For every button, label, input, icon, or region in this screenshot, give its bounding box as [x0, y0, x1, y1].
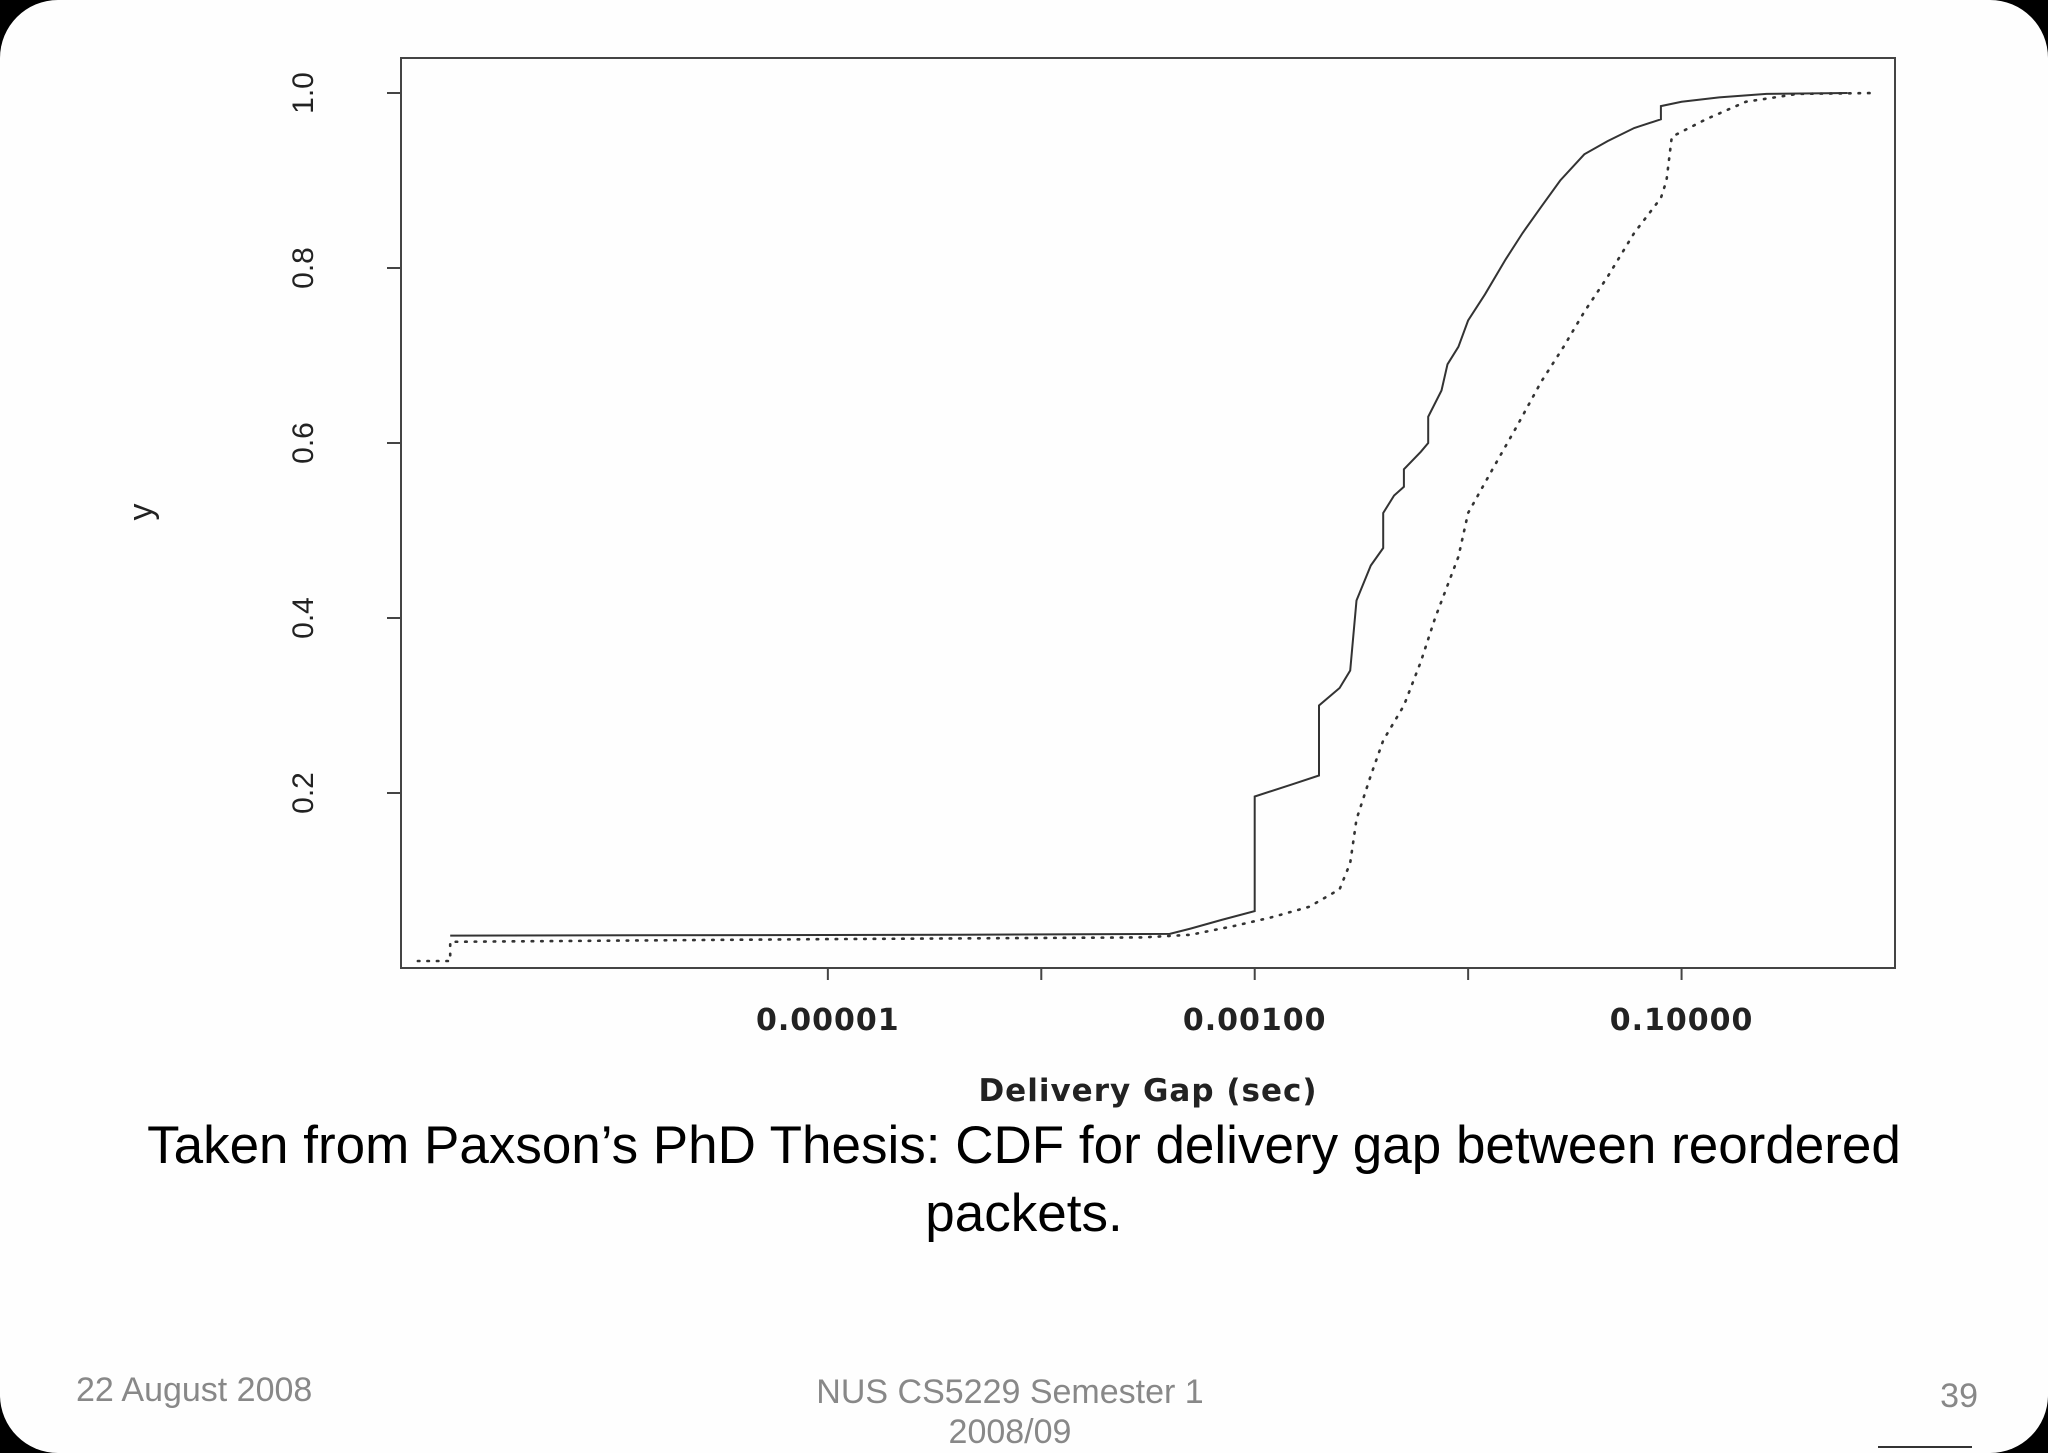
- y-tick-label: 1.0: [287, 72, 320, 114]
- y-tick-label: 0.8: [287, 247, 320, 289]
- x-tick-label: 0.10000: [1610, 1003, 1754, 1038]
- y-axis-title: y: [122, 504, 160, 521]
- page-number: 39: [1940, 1377, 1978, 1415]
- corner-divider: [1878, 1446, 1972, 1448]
- series-dotted-line: [416, 91, 1876, 963]
- footer-course-line1: NUS CS5229 Semester 1: [816, 1373, 1204, 1411]
- series-solid-line: [450, 92, 1848, 937]
- figure-caption: Taken from Paxson’s PhD Thesis: CDF for …: [147, 1116, 1901, 1243]
- x-tick-label: 0.00001: [756, 1003, 900, 1038]
- footer-date: 22 August 2008: [76, 1371, 313, 1409]
- y-tick-label: 0.4: [287, 597, 320, 639]
- cdf-chart: 0.2 0.4 0.6 0.8 1.0 0.00001 0.00100 0.10000 De…: [122, 57, 1896, 1109]
- footer-course-line2: 2008/09: [948, 1413, 1072, 1451]
- x-axis-title: Delivery Gap (sec): [978, 1073, 1317, 1109]
- y-tick-label: 0.2: [287, 772, 320, 814]
- footer-course: NUS CS5229 Semester 1 2008/09: [760, 1372, 1260, 1452]
- plot-frame: [400, 57, 1896, 969]
- y-axis: 0.2 0.4 0.6 0.8 1.0: [287, 72, 401, 814]
- series-layer: [416, 91, 1876, 963]
- x-tick-label: 0.00100: [1183, 1003, 1327, 1038]
- y-tick-label: 0.6: [287, 422, 320, 464]
- x-axis: 0.00001 0.00100 0.10000: [756, 968, 1754, 1038]
